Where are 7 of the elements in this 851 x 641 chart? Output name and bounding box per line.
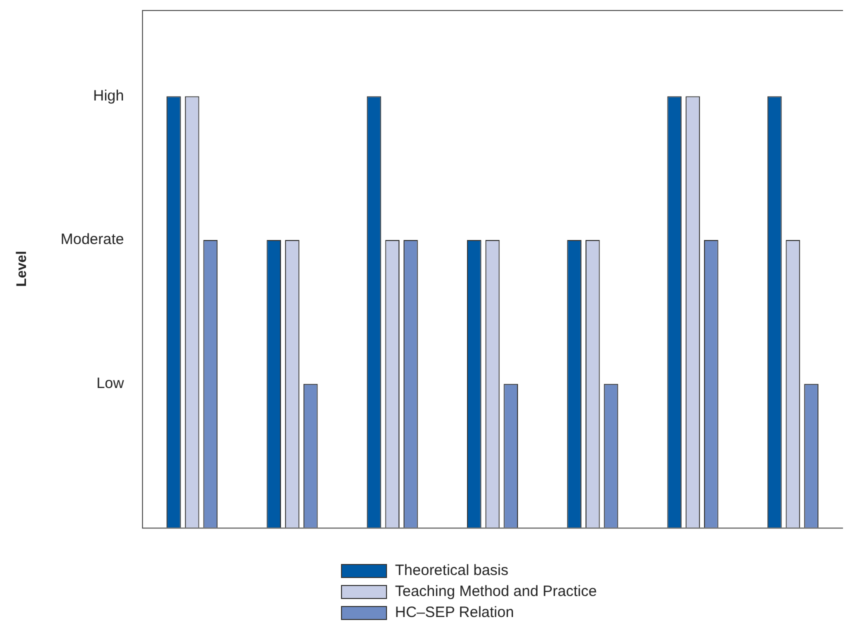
text: Low <box>96 374 124 392</box>
legend-label: Theoretical basis <box>395 562 508 579</box>
legend-label: HC–SEP Relation <box>395 604 514 621</box>
legend-label: Teaching Method and Practice <box>395 583 597 600</box>
text: Moderate <box>60 231 124 248</box>
text: High <box>93 87 124 104</box>
text: Level <box>12 250 29 287</box>
